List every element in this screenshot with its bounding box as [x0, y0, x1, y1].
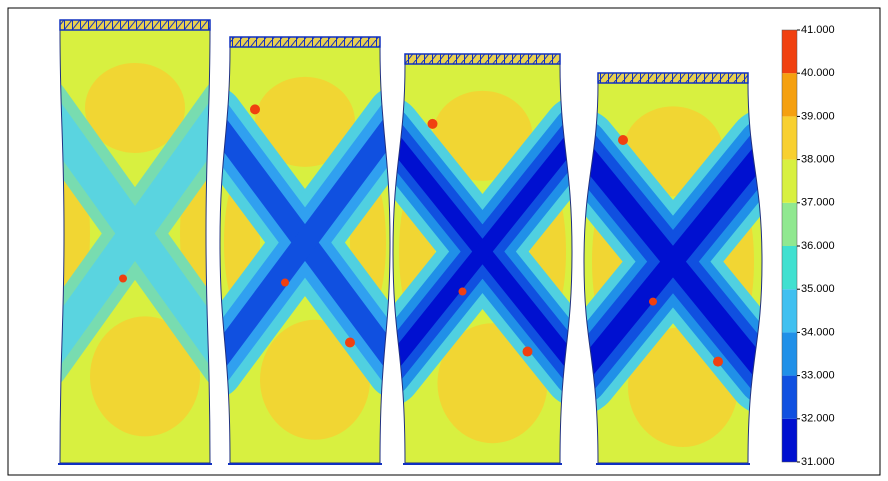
- warm-zone: [260, 319, 370, 440]
- warm-zone: [432, 90, 533, 181]
- shear-band: [393, 123, 572, 380]
- colorbar-label: 35.000: [801, 283, 835, 295]
- shear-band: [220, 106, 390, 379]
- color-band: [782, 332, 797, 376]
- color-band: [782, 246, 797, 290]
- shear-band: [584, 137, 762, 386]
- colorbar-label: 36.000: [801, 240, 835, 252]
- specimen: [393, 64, 572, 463]
- specimen: [584, 83, 762, 463]
- color-band: [782, 375, 797, 419]
- hot-spot: [427, 118, 438, 129]
- colorbar-label: 38.000: [801, 154, 835, 166]
- colorbar: 31.000 32.000 33.000 34.000 35.000 36.000 37.0…: [781, 24, 835, 468]
- color-band: [782, 73, 797, 117]
- hot-spot: [250, 104, 260, 115]
- warm-zone: [85, 62, 185, 153]
- color-band: [782, 116, 797, 160]
- hot-spot: [618, 135, 628, 145]
- hot-spot: [522, 346, 533, 357]
- loading-cap: [597, 72, 749, 84]
- color-band: [782, 202, 797, 246]
- color-band: [782, 30, 797, 74]
- specimen: [220, 47, 390, 463]
- colorbar-label: 40.000: [801, 67, 835, 79]
- colorbar-label: 32.000: [801, 413, 835, 425]
- hot-spot: [713, 356, 723, 367]
- color-band: [782, 159, 797, 203]
- colorbar-label: 41.000: [801, 24, 835, 36]
- colorbar-label: 37.000: [801, 197, 835, 209]
- color-band: [782, 418, 797, 462]
- hot-spot: [281, 278, 289, 287]
- specimen: [60, 30, 210, 463]
- hot-spot: [458, 287, 467, 296]
- hot-spot: [119, 274, 127, 283]
- hot-spot: [345, 337, 355, 348]
- colorbar-label: 33.000: [801, 370, 835, 382]
- colorbar-label: 39.000: [801, 110, 835, 122]
- specimens: [58, 19, 763, 465]
- colorbar-label: 34.000: [801, 326, 835, 338]
- loading-cap: [59, 19, 211, 31]
- loading-cap: [229, 36, 381, 48]
- loading-cap: [404, 53, 561, 65]
- warm-zone: [255, 76, 355, 167]
- shear-band: [60, 87, 210, 380]
- warm-zone: [90, 316, 200, 437]
- frame: [7, 7, 881, 476]
- hot-spot: [649, 297, 657, 306]
- colorbar-label: 31.000: [801, 456, 835, 468]
- color-band: [782, 289, 797, 333]
